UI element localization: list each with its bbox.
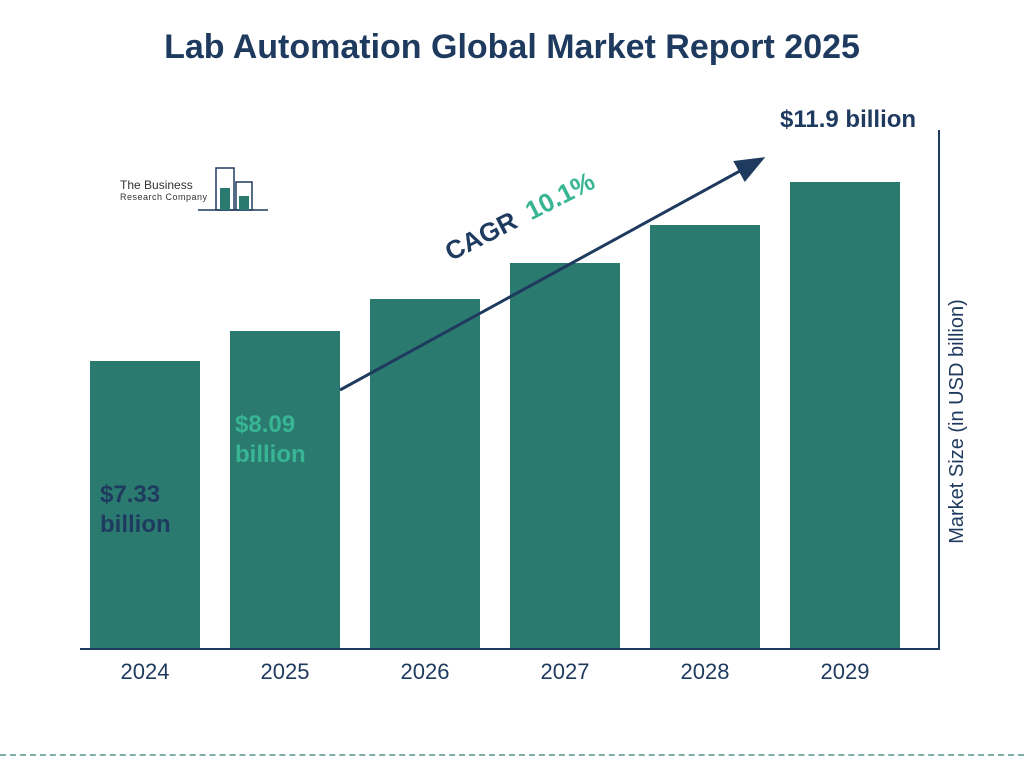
bar-2027 [510, 263, 620, 648]
value-label-0: $7.33 billion [100, 480, 210, 540]
cagr-label: CAGR [440, 205, 522, 267]
x-label-2024: 2024 [121, 659, 170, 685]
value-label-2: $11.9 billion [780, 105, 960, 135]
bar-2025 [230, 331, 340, 648]
x-label-2025: 2025 [261, 659, 310, 685]
cagr-value: 10.1% [520, 166, 600, 227]
y-axis-label: Market Size (in USD billion) [947, 299, 970, 544]
bar-2029 [790, 182, 900, 648]
x-label-2029: 2029 [821, 659, 870, 685]
x-label-2027: 2027 [541, 659, 590, 685]
bar-2026 [370, 299, 480, 648]
chart-area: Market Size (in USD billion) 20242025202… [80, 130, 940, 690]
y-axis [938, 130, 940, 650]
value-label-1: $8.09 billion [235, 410, 345, 470]
bottom-divider [0, 754, 1024, 756]
x-label-2026: 2026 [401, 659, 450, 685]
chart-title: Lab Automation Global Market Report 2025 [0, 28, 1024, 67]
x-axis [80, 648, 940, 650]
x-label-2028: 2028 [681, 659, 730, 685]
bar-2028 [650, 225, 760, 648]
